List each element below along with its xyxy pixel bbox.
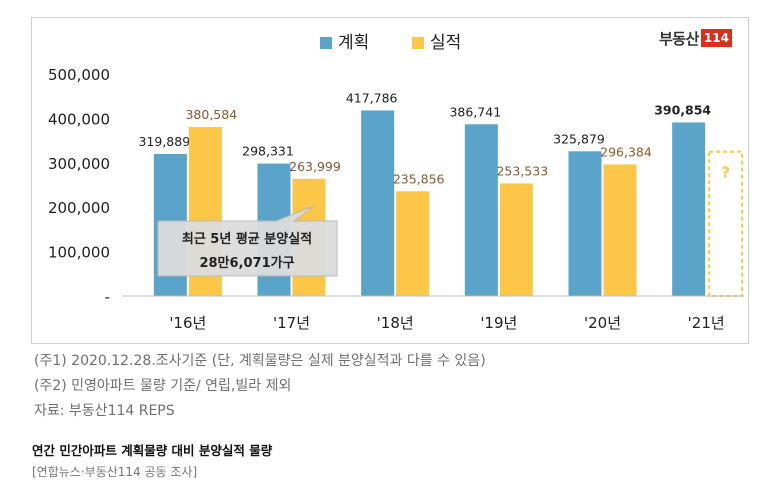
data-label: 253,533: [496, 163, 548, 178]
data-label: 417,786: [346, 91, 398, 106]
callout-line-1: 최근 5년 평균 분양실적: [182, 231, 312, 247]
data-label: 298,331: [242, 144, 294, 159]
x-tick-label: '17년: [273, 314, 310, 332]
footnote-2: (주2) 민영아파트 물량 기준/ 연립,빌라 제외: [34, 378, 292, 394]
bar-plan: [672, 122, 706, 297]
x-tick-label: '21년: [688, 314, 725, 332]
bar-actual: [603, 164, 637, 296]
bar-plan: [361, 110, 395, 296]
data-label: 325,879: [553, 131, 605, 146]
bar-chart: - 100,000 200,000 300,000 400,000 500,000 319,…: [48, 33, 744, 332]
x-tick-label: '19년: [480, 314, 517, 332]
footnote-1: (주1) 2020.12.28.조사기준 (단, 계획물량은 실제 분양실적과 …: [34, 353, 486, 369]
data-label: 390,854: [654, 102, 711, 117]
callout-line-2: 28만6,071가구: [199, 255, 294, 271]
legend-label: 계획: [338, 33, 369, 53]
y-tick-label: -: [105, 288, 110, 306]
y-tick-label: 100,000: [48, 244, 110, 262]
data-label: 319,889: [138, 134, 190, 149]
chart-frame: - 100,000 200,000 300,000 400,000 500,000 319,…: [31, 17, 749, 344]
bar-actual: [499, 183, 533, 296]
data-label: 386,741: [449, 104, 501, 119]
y-tick-label: 400,000: [48, 110, 110, 128]
caption-title: 연간 민간아파트 계획물량 대비 분양실적 물량: [32, 443, 273, 458]
brand-name: 부동산: [659, 29, 699, 48]
data-label: 296,384: [600, 144, 652, 159]
x-tick-label: '20년: [584, 314, 621, 332]
x-tick-label: '16년: [169, 314, 206, 332]
bar-plan: [464, 124, 498, 297]
x-tick-label: '18년: [377, 314, 414, 332]
brand-number: 114: [700, 29, 732, 47]
legend-swatch: [320, 37, 332, 49]
y-tick-label: 300,000: [48, 155, 110, 173]
source-note: 자료: 부동산114 REPS: [34, 403, 175, 419]
brand-logo: 부동산 114: [659, 27, 732, 49]
data-label: 263,999: [289, 159, 341, 174]
placeholder-bar: [708, 150, 744, 297]
legend-swatch: [412, 37, 424, 49]
y-tick-label: 500,000: [48, 66, 110, 84]
y-tick-label: 200,000: [48, 199, 110, 217]
data-label: 235,856: [393, 171, 445, 186]
bar-plan: [568, 151, 602, 296]
caption-credit: [연합뉴스·부동산114 공동 조사]: [32, 465, 198, 479]
legend-label: 실적: [430, 33, 461, 53]
placeholder-mark: ?: [721, 164, 730, 182]
bar-actual: [396, 191, 430, 296]
callout-box: [157, 205, 338, 277]
data-label: 380,584: [185, 107, 237, 122]
